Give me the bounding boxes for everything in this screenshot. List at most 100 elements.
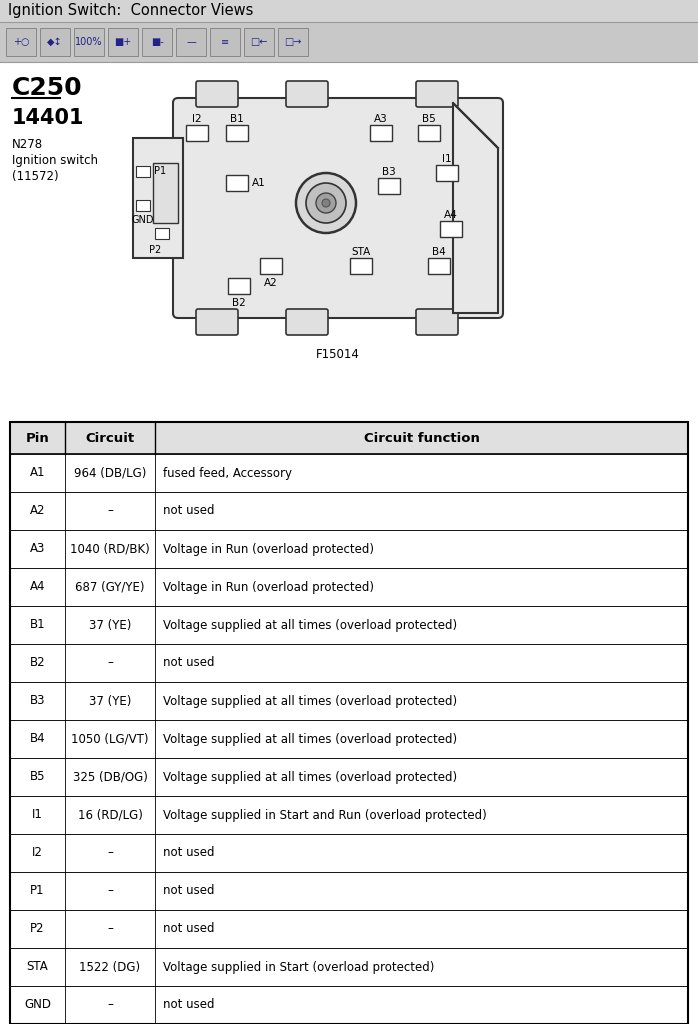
Text: Circuit: Circuit bbox=[85, 431, 135, 444]
FancyBboxPatch shape bbox=[286, 309, 328, 335]
FancyBboxPatch shape bbox=[173, 98, 503, 318]
Text: P1: P1 bbox=[30, 885, 45, 897]
Bar bbox=[10, 872, 688, 910]
Text: B4: B4 bbox=[30, 732, 45, 745]
Bar bbox=[378, 178, 400, 194]
Text: Circuit function: Circuit function bbox=[364, 431, 480, 444]
Text: C250: C250 bbox=[12, 76, 82, 100]
Bar bbox=[350, 258, 372, 274]
Text: 325 (DB/OG): 325 (DB/OG) bbox=[73, 770, 147, 783]
Text: A3: A3 bbox=[30, 543, 45, 555]
Text: ■+: ■+ bbox=[114, 37, 132, 47]
Bar bbox=[278, 28, 308, 56]
Text: not used: not used bbox=[163, 885, 214, 897]
Text: STA: STA bbox=[27, 961, 48, 974]
Text: 1522 (DG): 1522 (DG) bbox=[80, 961, 140, 974]
Bar bbox=[10, 720, 688, 758]
Bar bbox=[10, 910, 688, 948]
Text: P1: P1 bbox=[154, 166, 166, 176]
Bar bbox=[133, 138, 183, 258]
Bar bbox=[10, 568, 688, 606]
Bar bbox=[10, 796, 688, 834]
Text: GND: GND bbox=[24, 998, 51, 1012]
Text: –: – bbox=[107, 885, 113, 897]
Text: not used: not used bbox=[163, 656, 214, 670]
Bar bbox=[228, 278, 250, 294]
Text: Voltage supplied at all times (overload protected): Voltage supplied at all times (overload … bbox=[163, 770, 457, 783]
Bar bbox=[260, 258, 282, 274]
Text: –: – bbox=[107, 656, 113, 670]
Text: 37 (YE): 37 (YE) bbox=[89, 618, 131, 632]
Bar bbox=[186, 125, 208, 141]
Bar bbox=[370, 125, 392, 141]
Bar bbox=[10, 682, 688, 720]
Text: B1: B1 bbox=[30, 618, 45, 632]
FancyBboxPatch shape bbox=[196, 81, 238, 106]
Bar bbox=[226, 175, 248, 191]
Text: not used: not used bbox=[163, 923, 214, 936]
Text: Voltage in Run (overload protected): Voltage in Run (overload protected) bbox=[163, 581, 374, 594]
Text: P2: P2 bbox=[30, 923, 45, 936]
Text: 14401: 14401 bbox=[12, 108, 84, 128]
Text: 37 (YE): 37 (YE) bbox=[89, 694, 131, 708]
Text: not used: not used bbox=[163, 505, 214, 517]
Bar bbox=[210, 28, 240, 56]
Text: A2: A2 bbox=[30, 505, 45, 517]
Bar bbox=[74, 28, 104, 56]
Text: 1050 (LG/VT): 1050 (LG/VT) bbox=[71, 732, 149, 745]
Text: A4: A4 bbox=[444, 210, 458, 220]
Bar bbox=[10, 834, 688, 872]
Text: –: – bbox=[107, 998, 113, 1012]
Text: N278: N278 bbox=[12, 138, 43, 151]
Bar bbox=[176, 28, 206, 56]
Text: –: – bbox=[107, 505, 113, 517]
Text: ■-: ■- bbox=[151, 37, 163, 47]
Text: B2: B2 bbox=[30, 656, 45, 670]
FancyBboxPatch shape bbox=[416, 309, 458, 335]
Bar bbox=[10, 492, 688, 530]
FancyBboxPatch shape bbox=[286, 81, 328, 106]
Bar bbox=[155, 228, 169, 239]
Text: +○: +○ bbox=[13, 37, 29, 47]
Text: (11572): (11572) bbox=[12, 170, 59, 183]
Bar bbox=[244, 28, 274, 56]
Text: B2: B2 bbox=[232, 298, 246, 308]
Text: not used: not used bbox=[163, 847, 214, 859]
Circle shape bbox=[316, 193, 336, 213]
Bar bbox=[142, 28, 172, 56]
Text: B1: B1 bbox=[230, 114, 244, 124]
Text: I1: I1 bbox=[443, 154, 452, 164]
Text: not used: not used bbox=[163, 998, 214, 1012]
Text: I1: I1 bbox=[32, 809, 43, 821]
Text: Voltage in Run (overload protected): Voltage in Run (overload protected) bbox=[163, 543, 374, 555]
Bar bbox=[10, 422, 688, 1024]
Bar bbox=[10, 422, 688, 454]
Bar bbox=[418, 125, 440, 141]
Text: A3: A3 bbox=[374, 114, 388, 124]
FancyBboxPatch shape bbox=[196, 309, 238, 335]
Text: P2: P2 bbox=[149, 245, 161, 255]
Circle shape bbox=[322, 199, 330, 207]
FancyBboxPatch shape bbox=[416, 81, 458, 106]
Text: –: – bbox=[107, 847, 113, 859]
Text: —: — bbox=[186, 37, 196, 47]
Text: B3: B3 bbox=[30, 694, 45, 708]
Text: Pin: Pin bbox=[26, 431, 50, 444]
Bar bbox=[10, 530, 688, 568]
Text: STA: STA bbox=[351, 247, 371, 257]
Text: □←: □← bbox=[251, 37, 268, 47]
Bar bbox=[136, 166, 150, 177]
Text: B5: B5 bbox=[30, 770, 45, 783]
Text: ◆↕: ◆↕ bbox=[47, 37, 63, 47]
Bar bbox=[10, 948, 688, 986]
Text: 964 (DB/LG): 964 (DB/LG) bbox=[74, 467, 146, 479]
Bar bbox=[10, 644, 688, 682]
Text: 16 (RD/LG): 16 (RD/LG) bbox=[77, 809, 142, 821]
Bar bbox=[10, 454, 688, 492]
Text: A1: A1 bbox=[30, 467, 45, 479]
Bar bbox=[226, 125, 248, 141]
Circle shape bbox=[296, 173, 356, 233]
Text: I2: I2 bbox=[192, 114, 202, 124]
Text: A1: A1 bbox=[252, 178, 266, 188]
Bar bbox=[0, 22, 698, 62]
